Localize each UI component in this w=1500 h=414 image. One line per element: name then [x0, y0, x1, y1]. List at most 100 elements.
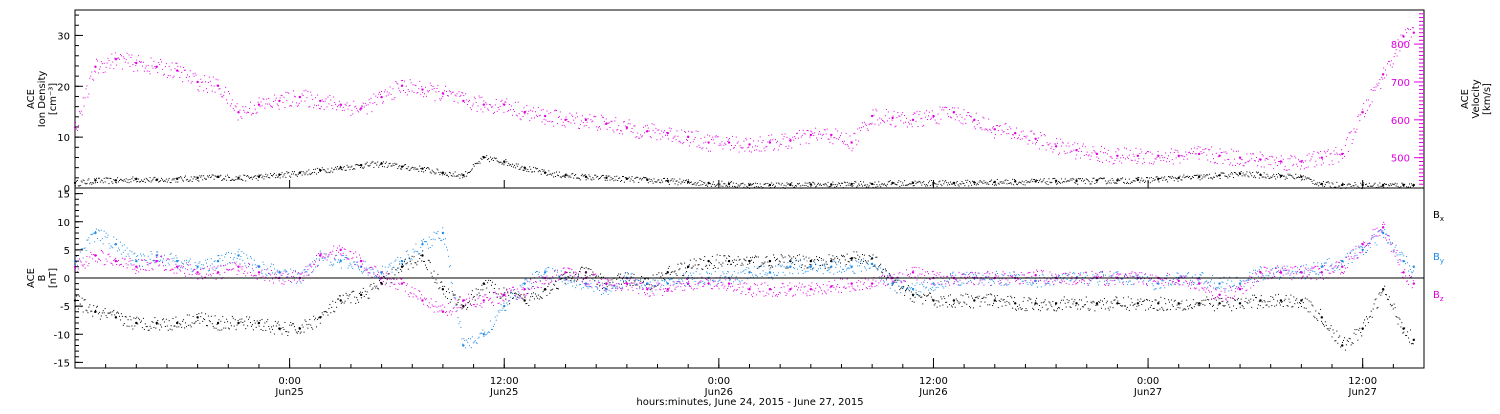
scatter-dot	[530, 168, 532, 170]
scatter-dot	[874, 123, 876, 125]
scatter-dot	[212, 174, 214, 176]
scatter-dot	[686, 138, 688, 140]
scatter-dot	[726, 257, 728, 259]
scatter-dot	[1171, 159, 1173, 161]
scatter-dot	[1192, 177, 1194, 179]
scatter-dot	[1233, 305, 1235, 307]
data-point	[707, 259, 710, 263]
scatter-dot	[845, 263, 847, 265]
scatter-dot	[1118, 179, 1120, 181]
scatter-dot	[1082, 180, 1084, 182]
scatter-dot	[1251, 158, 1253, 160]
scatter-dot	[284, 321, 286, 323]
scatter-dot	[282, 279, 284, 281]
scatter-dot	[332, 300, 334, 302]
scatter-dot	[352, 290, 354, 292]
scatter-dot	[309, 173, 311, 175]
scatter-dot	[96, 228, 98, 230]
scatter-dot	[212, 76, 214, 78]
scatter-dot	[382, 161, 384, 163]
scatter-dot	[1318, 185, 1320, 187]
scatter-dot	[888, 272, 890, 274]
scatter-dot	[680, 142, 682, 144]
scatter-dot	[100, 61, 102, 63]
scatter-dot	[302, 326, 304, 328]
scatter-dot	[96, 306, 98, 308]
scatter-dot	[1324, 152, 1326, 154]
scatter-dot	[219, 87, 221, 89]
scatter-dot	[262, 175, 264, 177]
scatter-dot	[411, 166, 413, 168]
scatter-dot	[1344, 144, 1346, 146]
scatter-dot	[533, 292, 535, 294]
scatter-dot	[803, 132, 805, 134]
scatter-dot	[321, 167, 323, 169]
scatter-dot	[410, 167, 412, 169]
scatter-dot	[1367, 99, 1369, 101]
scatter-dot	[1021, 180, 1023, 182]
scatter-dot	[353, 290, 355, 292]
scatter-dot	[971, 295, 973, 297]
scatter-dot	[257, 101, 259, 103]
data-point	[850, 182, 853, 186]
scatter-dot	[169, 253, 171, 255]
data-point	[768, 141, 772, 144]
scatter-dot	[663, 131, 665, 133]
scatter-dot	[1397, 323, 1399, 325]
scatter-dot	[280, 94, 282, 96]
scatter-dot	[228, 327, 230, 329]
scatter-dot	[463, 338, 465, 340]
scatter-dot	[381, 281, 383, 283]
scatter-dot	[603, 282, 605, 284]
scatter-dot	[668, 127, 670, 129]
scatter-dot	[1164, 176, 1166, 178]
scatter-dot	[1373, 183, 1375, 185]
scatter-dot	[662, 181, 664, 183]
scatter-dot	[374, 285, 376, 287]
scatter-dot	[526, 105, 528, 107]
scatter-dot	[1161, 155, 1163, 157]
scatter-dot	[1076, 302, 1078, 304]
scatter-dot	[574, 122, 576, 124]
scatter-dot	[1230, 173, 1232, 175]
scatter-dot	[599, 126, 601, 128]
scatter-dot	[1375, 187, 1377, 189]
scatter-dot	[1089, 158, 1091, 160]
scatter-dot	[198, 262, 200, 264]
scatter-dot	[373, 93, 375, 95]
scatter-dot	[710, 185, 712, 187]
scatter-dot	[301, 324, 303, 326]
scatter-dot	[977, 183, 979, 185]
scatter-dot	[999, 181, 1001, 183]
scatter-dot	[281, 95, 283, 97]
scatter-dot	[881, 271, 883, 273]
scatter-dot	[308, 169, 310, 171]
scatter-dot	[451, 91, 453, 93]
scatter-dot	[1271, 177, 1273, 179]
scatter-dot	[589, 176, 591, 178]
scatter-dot	[690, 181, 692, 183]
scatter-dot	[429, 82, 431, 84]
scatter-dot	[460, 326, 462, 328]
scatter-dot	[1096, 156, 1098, 158]
scatter-dot	[323, 257, 325, 259]
data-point	[1361, 111, 1364, 114]
data-point	[748, 183, 751, 187]
scatter-dot	[573, 177, 575, 179]
scatter-dot	[658, 179, 660, 181]
scatter-dot	[387, 94, 389, 96]
scatter-dot	[692, 265, 694, 267]
scatter-dot	[575, 273, 577, 275]
scatter-dot	[1368, 182, 1370, 184]
scatter-dot	[152, 67, 154, 69]
scatter-dot	[256, 175, 258, 177]
scatter-dot	[484, 283, 486, 285]
scatter-dot	[121, 68, 123, 70]
scatter-dot	[233, 109, 235, 111]
data-point	[1136, 178, 1140, 182]
scatter-dot	[1343, 183, 1345, 185]
scatter-dot	[560, 118, 562, 120]
scatter-dot	[560, 270, 562, 272]
scatter-dot	[243, 252, 245, 254]
scatter-dot	[475, 342, 477, 344]
